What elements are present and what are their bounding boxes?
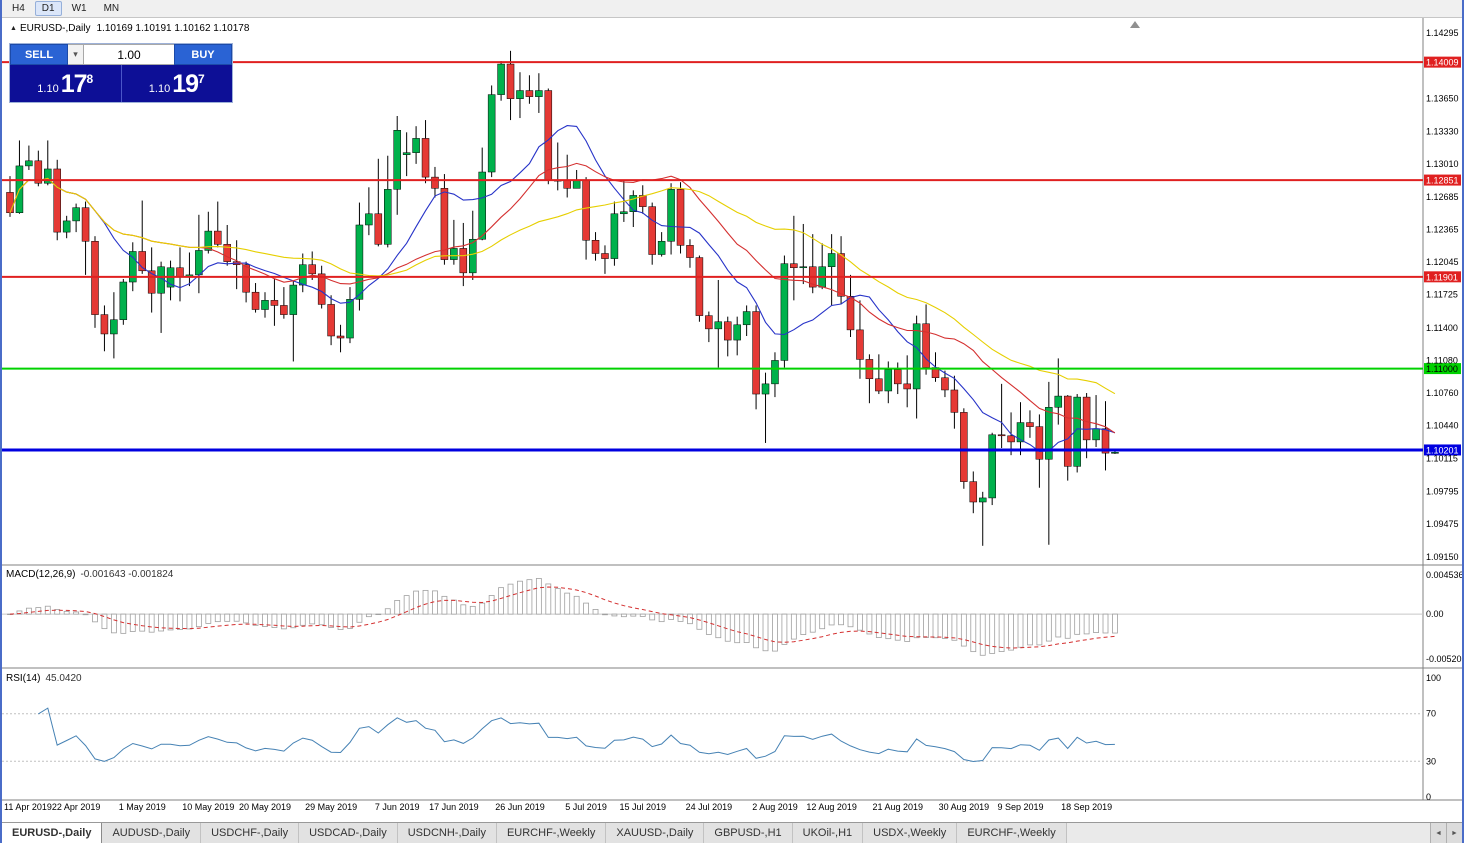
volume-input[interactable]: 1.00	[84, 44, 174, 65]
chart-canvas[interactable]: 1.14009 1.12851 1.11901 1.11000 1.10201 1.142…	[2, 18, 1462, 822]
svg-text:30: 30	[1426, 756, 1436, 766]
svg-text:1.12045: 1.12045	[1426, 257, 1459, 267]
svg-text:1.11080: 1.11080	[1426, 355, 1458, 365]
svg-text:18 Sep 2019: 18 Sep 2019	[1061, 802, 1112, 812]
tab-scroll-right-icon[interactable]	[1446, 823, 1462, 843]
svg-text:2 Aug 2019: 2 Aug 2019	[752, 802, 798, 812]
sell-price-base: 1.10	[37, 82, 59, 95]
svg-text:5 Jul 2019: 5 Jul 2019	[565, 802, 607, 812]
svg-text:7 Jun 2019: 7 Jun 2019	[375, 802, 420, 812]
svg-text:1.10760: 1.10760	[1426, 388, 1459, 398]
svg-text:0.00: 0.00	[1426, 609, 1444, 619]
sell-price-big: 17	[60, 70, 88, 98]
svg-text:1.09150: 1.09150	[1426, 552, 1459, 562]
svg-text:1.10201: 1.10201	[1426, 445, 1459, 455]
svg-text:15 Jul 2019: 15 Jul 2019	[619, 802, 666, 812]
symbol-tab-8-ukoil-h1[interactable]: UKOil-,H1	[792, 823, 864, 843]
symbol-tab-0-eurusd-daily[interactable]: EURUSD-,Daily	[2, 823, 103, 843]
symbol-tab-1-audusd-daily[interactable]: AUDUSD-,Daily	[102, 823, 202, 843]
svg-text:22 Apr 2019: 22 Apr 2019	[52, 802, 101, 812]
svg-text:1.10440: 1.10440	[1426, 421, 1459, 431]
svg-text:29 May 2019: 29 May 2019	[305, 802, 357, 812]
svg-text:1.13650: 1.13650	[1426, 94, 1459, 104]
symbol-tab-6-xauusd-daily[interactable]: XAUUSD-,Daily	[606, 823, 705, 843]
symbol-tab-10-eurchf-weekly[interactable]: EURCHF-,Weekly	[957, 823, 1067, 843]
trade-controls-row: SELL 1.00 BUY	[10, 44, 232, 65]
svg-text:-0.005205: -0.005205	[1426, 654, 1462, 664]
buy-price-display[interactable]: 1.10 19 7	[122, 65, 233, 102]
svg-text:10 May 2019: 10 May 2019	[182, 802, 234, 812]
sell-price-display[interactable]: 1.10 17 8	[10, 65, 122, 102]
buy-price-big: 19	[172, 70, 199, 98]
macd-values: -0.001643 -0.001824	[80, 569, 174, 580]
tick-up-icon	[10, 23, 20, 34]
buy-price-sup: 7	[198, 71, 205, 86]
trade-prices-row: 1.10 17 8 1.10 19 7	[10, 65, 232, 102]
svg-text:1.11400: 1.11400	[1426, 323, 1458, 333]
svg-text:12 Aug 2019: 12 Aug 2019	[806, 802, 857, 812]
symbol-tab-7-gbpusd-h1[interactable]: GBPUSD-,H1	[704, 823, 793, 843]
svg-text:1 May 2019: 1 May 2019	[119, 802, 166, 812]
svg-text:9 Sep 2019: 9 Sep 2019	[997, 802, 1043, 812]
one-click-trading-widget: SELL 1.00 BUY 1.10 17 8 1.10 19 7	[10, 44, 232, 102]
timeframe-toolbar: H4 D1 W1 MN	[2, 0, 1462, 18]
sell-price-sup: 8	[86, 71, 94, 86]
svg-text:0.004536: 0.004536	[1426, 570, 1462, 580]
svg-text:1.13010: 1.13010	[1426, 159, 1459, 169]
timeframe-button-w1[interactable]: W1	[71, 3, 87, 14]
svg-text:0: 0	[1426, 792, 1431, 802]
chart-header: EURUSD-,Daily 1.10169 1.10191 1.10162 1.1…	[10, 23, 250, 34]
volume-spinner[interactable]	[68, 44, 84, 65]
macd-name: MACD(12,26,9)	[6, 569, 76, 580]
svg-text:11 Apr 2019: 11 Apr 2019	[4, 802, 52, 812]
chart-symbol-period: EURUSD-,Daily	[19, 23, 91, 34]
buy-button[interactable]: BUY	[174, 44, 232, 65]
svg-text:17 Jun 2019: 17 Jun 2019	[429, 802, 479, 812]
symbol-tabs: EURUSD-,Daily AUDUSD-,Daily USDCHF-,Daily U…	[2, 823, 1067, 843]
symbol-tab-9-usdx-weekly[interactable]: USDX-,Weekly	[863, 823, 958, 843]
timeframe-button-mn[interactable]: MN	[103, 3, 120, 14]
svg-text:70: 70	[1426, 709, 1436, 719]
svg-text:1.12685: 1.12685	[1426, 192, 1459, 202]
symbol-tab-2-usdchf-daily[interactable]: USDCHF-,Daily	[201, 823, 300, 843]
svg-text:30 Aug 2019: 30 Aug 2019	[939, 802, 990, 812]
chart-area[interactable]: 1.14009 1.12851 1.11901 1.11000 1.10201 1.142…	[2, 18, 1462, 822]
buy-price-base: 1.10	[148, 82, 171, 95]
svg-text:1.09475: 1.09475	[1426, 519, 1459, 529]
svg-text:100: 100	[1426, 673, 1441, 683]
svg-text:20 May 2019: 20 May 2019	[239, 802, 291, 812]
symbol-tab-5-eurchf-weekly[interactable]: EURCHF-,Weekly	[496, 823, 607, 843]
svg-text:26 Jun 2019: 26 Jun 2019	[495, 802, 545, 812]
svg-text:1.11901: 1.11901	[1426, 272, 1458, 282]
timeframe-button-h4[interactable]: H4	[12, 3, 25, 14]
svg-text:21 Aug 2019: 21 Aug 2019	[872, 802, 923, 812]
svg-text:1.11725: 1.11725	[1426, 290, 1458, 300]
rsi-name: RSI(14)	[6, 673, 41, 684]
chart-ohlc-values: 1.10169 1.10191 1.10162 1.10178	[96, 23, 250, 34]
svg-text:1.12365: 1.12365	[1426, 225, 1459, 235]
svg-text:1.09795: 1.09795	[1426, 486, 1459, 496]
macd-indicator-label: MACD(12,26,9) -0.001643 -0.001824	[6, 569, 173, 580]
svg-text:1.11000: 1.11000	[1426, 364, 1458, 374]
svg-text:1.10115: 1.10115	[1426, 454, 1458, 464]
svg-text:1.13330: 1.13330	[1426, 126, 1459, 136]
timeframe-button-d1[interactable]: D1	[34, 1, 62, 16]
tab-scroll-left-icon[interactable]	[1430, 823, 1446, 843]
svg-text:1.14295: 1.14295	[1426, 28, 1459, 38]
svg-text:1.14009: 1.14009	[1426, 58, 1459, 68]
rsi-value: 45.0420	[45, 673, 82, 684]
symbol-tab-4-usdcnh-daily[interactable]: USDCNH-,Daily	[397, 823, 497, 843]
svg-text:24 Jul 2019: 24 Jul 2019	[686, 802, 733, 812]
timeframe-button-group: H4 D1 W1 MN	[5, 1, 126, 16]
svg-text:1.12851: 1.12851	[1426, 176, 1459, 186]
symbol-tab-3-usdcad-daily[interactable]: USDCAD-,Daily	[299, 823, 398, 843]
sell-button[interactable]: SELL	[10, 44, 68, 65]
tab-scroll-controls	[1430, 823, 1462, 843]
rsi-indicator-label: RSI(14) 45.0420	[6, 673, 82, 684]
symbol-tab-bar: EURUSD-,Daily AUDUSD-,Daily USDCHF-,Daily U…	[2, 822, 1462, 843]
